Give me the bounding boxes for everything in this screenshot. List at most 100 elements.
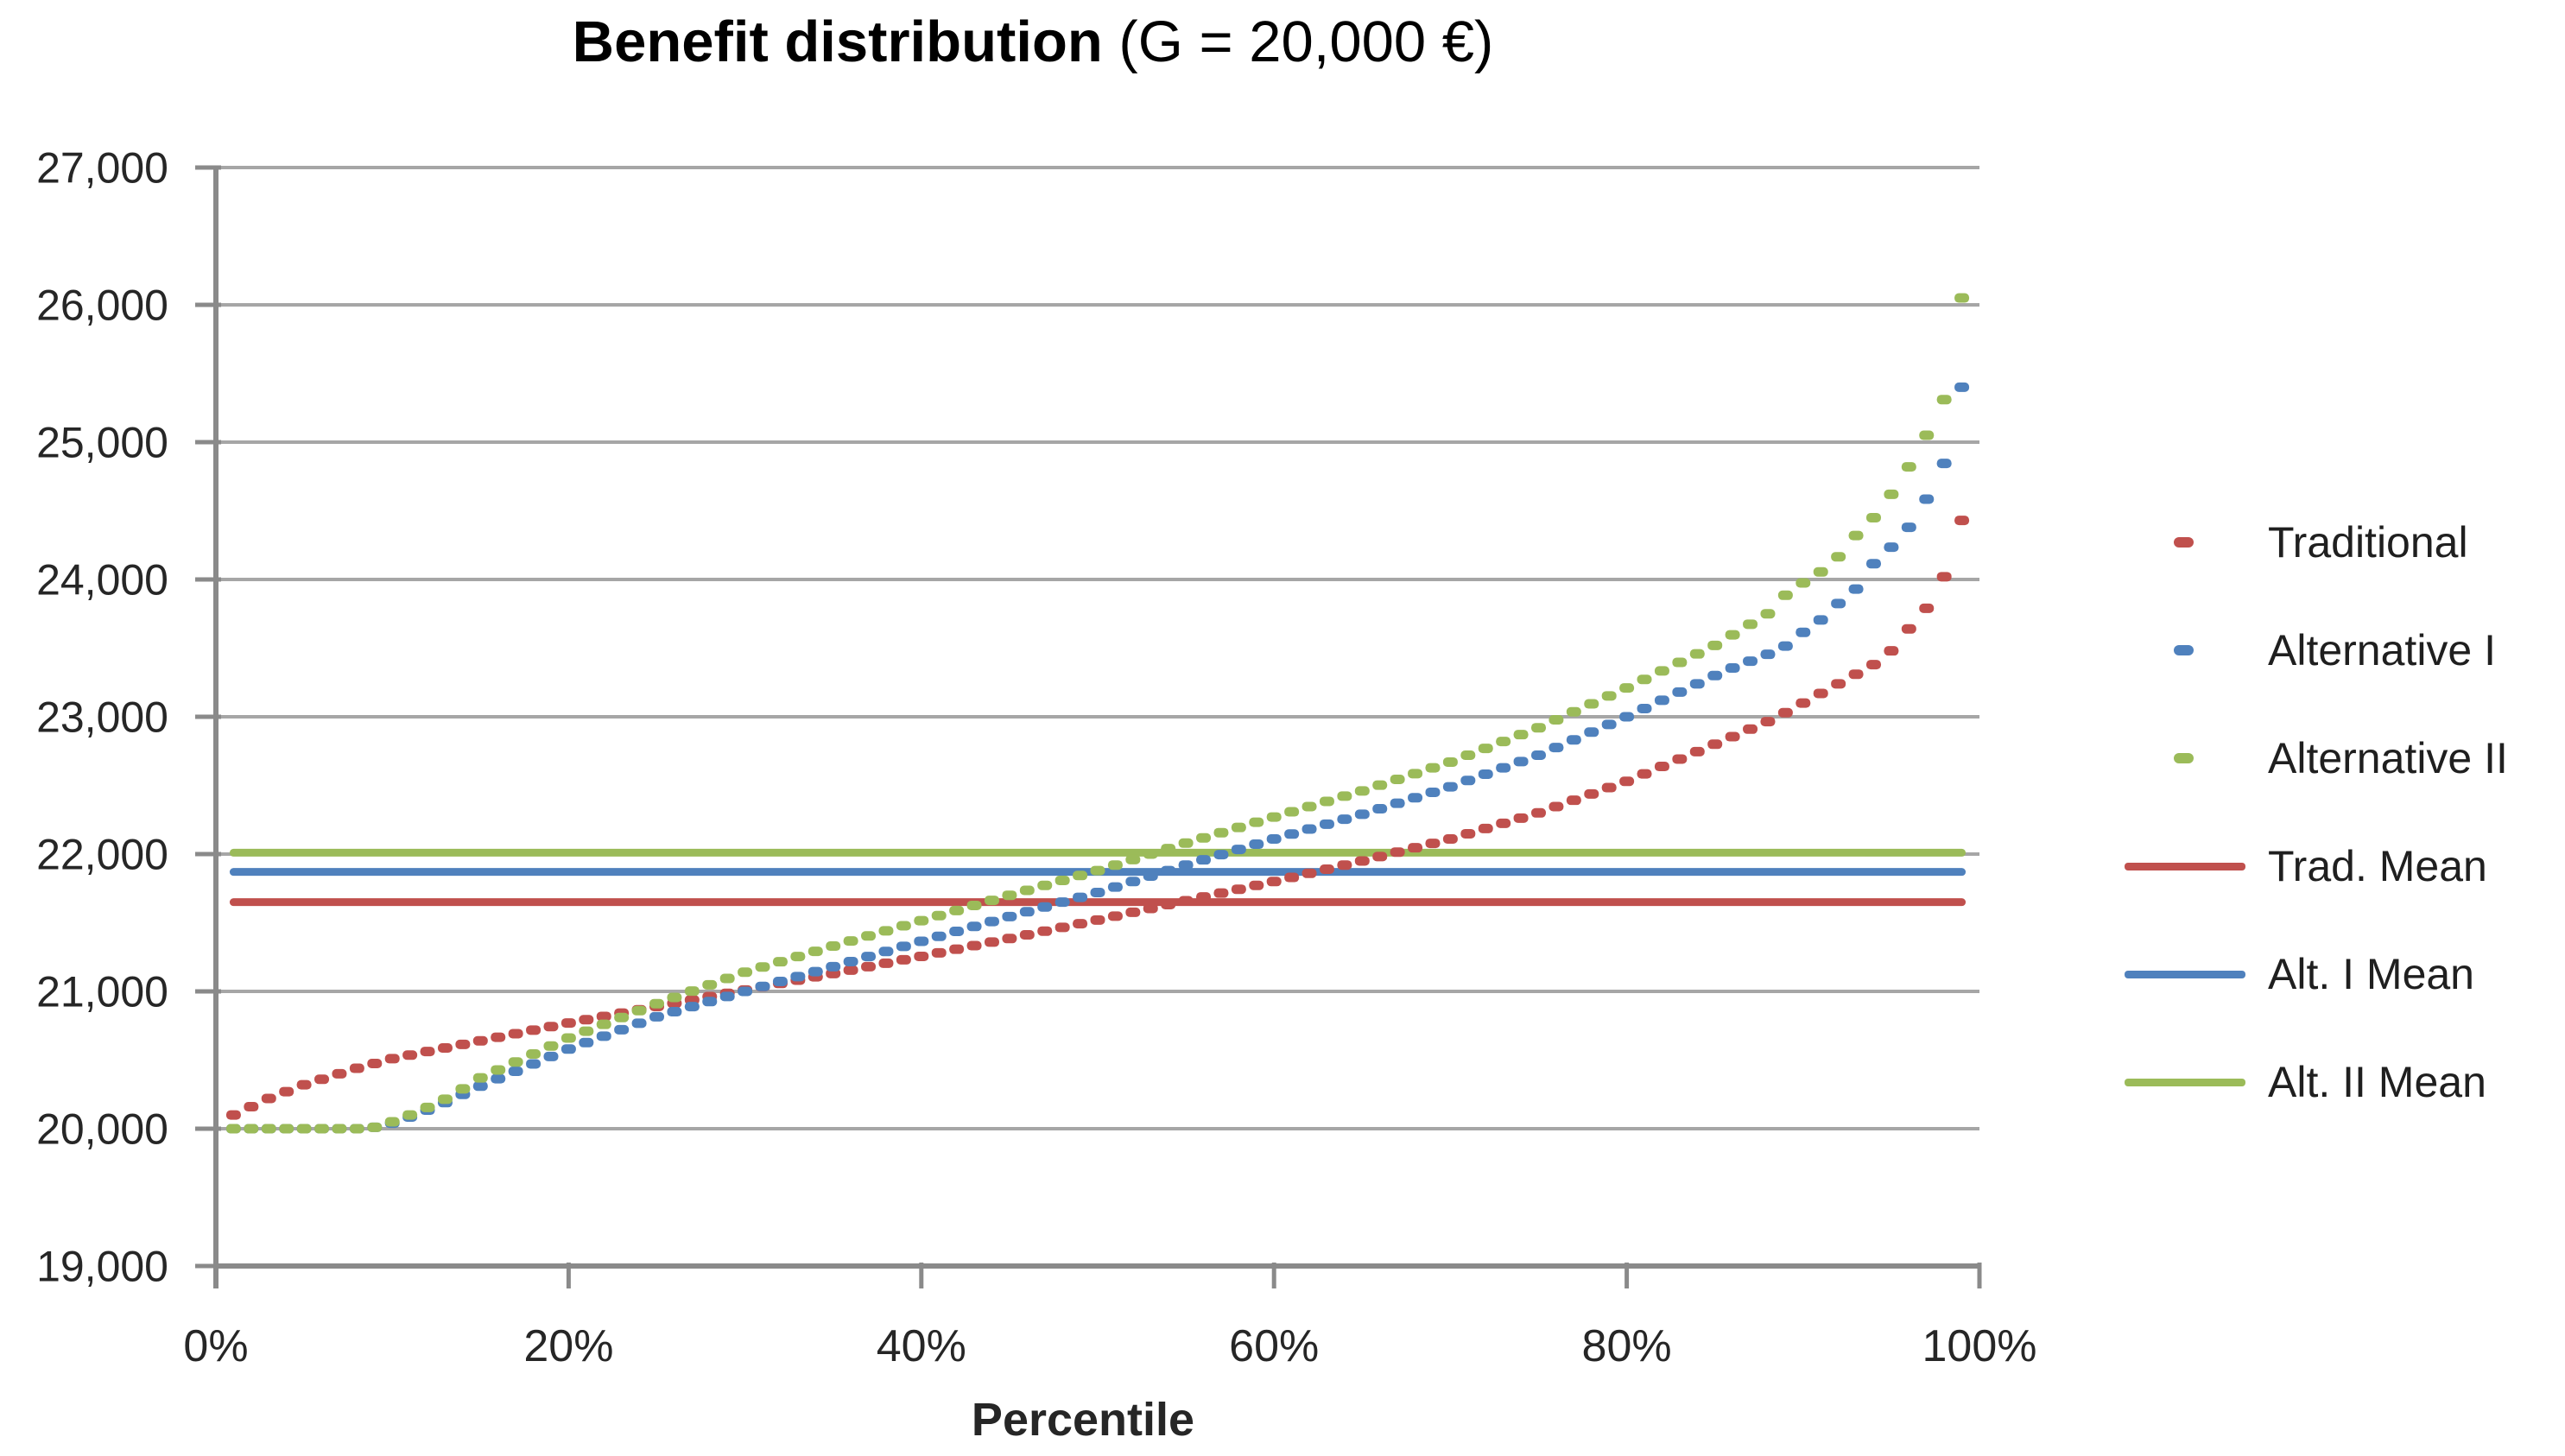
y-axis-tick-label: 27,000 [36, 144, 168, 193]
data-marker [1213, 827, 1229, 838]
y-axis-tick-label: 25,000 [36, 419, 168, 467]
data-marker [843, 956, 858, 966]
data-marker [1936, 459, 1952, 469]
data-marker [437, 1043, 453, 1054]
data-marker [1813, 615, 1828, 625]
data-marker [1090, 888, 1105, 898]
y-axis-tick-label: 21,000 [36, 968, 168, 1016]
data-marker [984, 916, 999, 927]
y-axis-tick-label: 26,000 [36, 282, 168, 330]
data-marker [1354, 809, 1370, 820]
data-marker [1337, 791, 1352, 801]
data-marker [1919, 430, 1935, 440]
data-marker [1654, 695, 1669, 706]
data-marker [332, 1124, 347, 1134]
data-marker [896, 921, 911, 931]
legend-label: Traditional [2268, 518, 2468, 567]
data-marker [314, 1124, 330, 1134]
data-marker [279, 1086, 294, 1097]
data-marker [349, 1124, 364, 1134]
data-marker [826, 941, 841, 952]
data-marker [1337, 814, 1352, 825]
y-axis-tick-label: 23,000 [36, 693, 168, 742]
data-marker [1531, 750, 1546, 761]
data-marker [966, 940, 982, 951]
data-marker [261, 1124, 276, 1134]
series-traditional [225, 516, 1970, 1120]
data-marker [861, 961, 877, 972]
data-marker [1107, 860, 1123, 870]
data-marker [966, 921, 982, 932]
data-marker [1372, 851, 1388, 862]
chart-title-subtitle: (G = 20,000 €) [1102, 9, 1494, 74]
legend-item-alternative-ii: Alternative II [2125, 726, 2508, 790]
data-marker [543, 1051, 559, 1061]
data-marker [738, 986, 753, 997]
data-marker [790, 952, 806, 962]
data-marker [1725, 630, 1740, 640]
data-marker [1266, 834, 1282, 845]
data-marker [1019, 929, 1035, 940]
data-marker [1125, 854, 1141, 864]
data-marker [914, 951, 929, 961]
data-marker [1548, 743, 1564, 753]
data-marker [1796, 627, 1811, 637]
data-marker [1319, 819, 1334, 829]
data-marker [667, 992, 682, 1003]
data-marker [579, 1037, 594, 1048]
data-marker [1548, 714, 1564, 725]
data-marker [1548, 801, 1564, 812]
data-marker [455, 1039, 471, 1049]
data-marker [984, 896, 999, 906]
data-marker [1601, 719, 1617, 730]
data-marker [1848, 530, 1864, 541]
data-marker [878, 946, 894, 957]
data-marker [526, 1059, 542, 1069]
data-marker [1302, 801, 1317, 812]
data-marker [1090, 915, 1105, 925]
data-marker [1284, 807, 1300, 817]
data-marker [1919, 494, 1935, 504]
data-marker [1725, 663, 1740, 674]
data-marker [596, 1019, 611, 1029]
data-marker [225, 1110, 241, 1120]
data-marker [1478, 769, 1493, 779]
data-marker [896, 941, 911, 952]
data-marker [1654, 762, 1669, 772]
data-marker [1196, 855, 1212, 865]
data-marker [1337, 860, 1352, 870]
data-marker [1954, 516, 1970, 526]
data-marker [1743, 724, 1758, 734]
data-marker [526, 1025, 542, 1035]
data-marker [1054, 897, 1070, 908]
data-marker [826, 961, 841, 972]
data-marker [914, 915, 929, 926]
series-alternative-i [225, 382, 1970, 1134]
data-marker [1901, 462, 1916, 472]
data-marker [1249, 880, 1264, 890]
data-marker [1442, 782, 1458, 792]
data-marker [1442, 834, 1458, 845]
data-marker [1954, 382, 1970, 392]
data-marker [1637, 703, 1652, 713]
data-marker [1566, 795, 1581, 806]
data-marker [1707, 739, 1723, 750]
data-marker [1760, 717, 1776, 727]
data-marker [790, 972, 806, 982]
data-marker [1601, 691, 1617, 701]
data-marker [949, 927, 965, 937]
data-marker [1813, 688, 1828, 699]
data-marker [1460, 828, 1476, 839]
data-marker [1213, 850, 1229, 860]
data-marker [1002, 890, 1017, 901]
chart-title: Benefit distribution (G = 20,000 €) [573, 9, 1494, 75]
data-marker [296, 1079, 312, 1090]
data-marker [508, 1029, 523, 1039]
data-marker [1266, 812, 1282, 822]
data-marker [1619, 776, 1635, 787]
y-axis-tick-label: 24,000 [36, 556, 168, 605]
data-marker [719, 973, 735, 984]
data-marker [808, 966, 823, 977]
data-marker [1478, 823, 1493, 833]
data-marker [472, 1035, 488, 1046]
